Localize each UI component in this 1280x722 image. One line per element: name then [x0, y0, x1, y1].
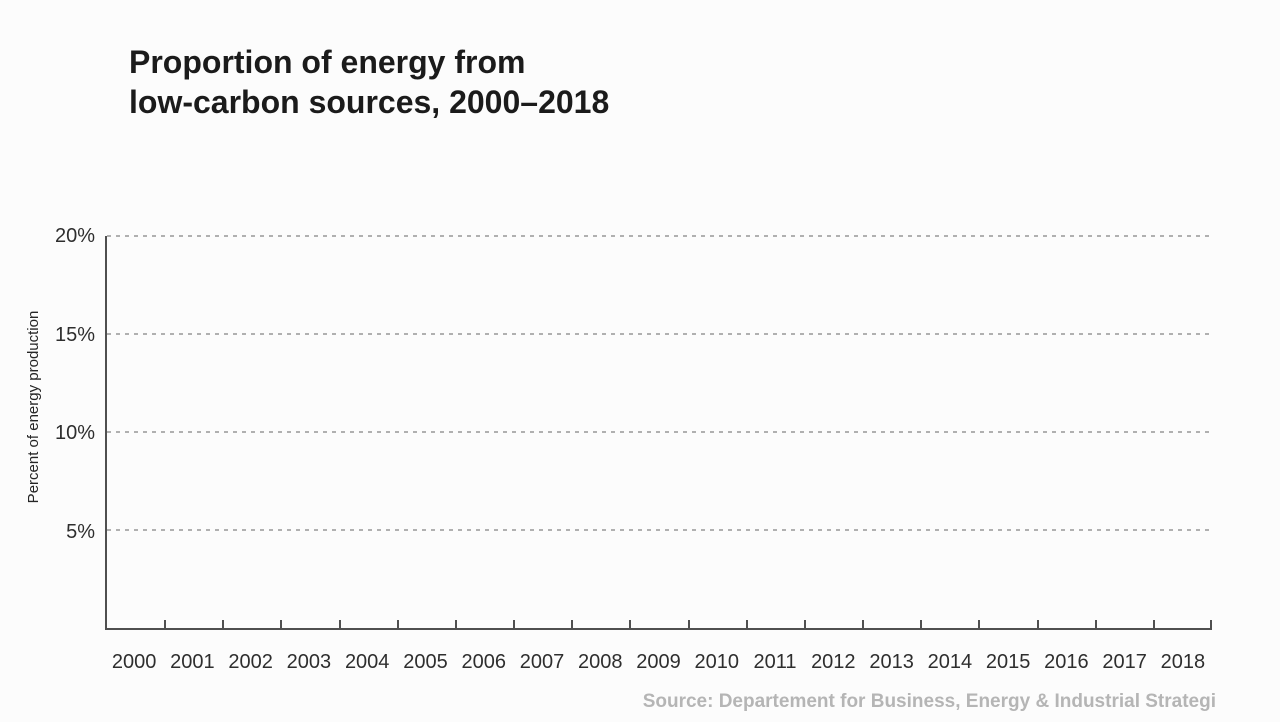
x-axis-tick-mark — [920, 620, 923, 628]
x-axis-tick-mark — [629, 620, 632, 628]
chart-title: Proportion of energy from low-carbon sou… — [129, 42, 609, 122]
x-tick-label-2006: 2006 — [461, 651, 506, 673]
x-tick-label-2018: 2018 — [1160, 651, 1206, 673]
y-tick-label-20%: 20% — [54, 225, 95, 247]
chart-title-line-2: low-carbon sources, 2000–2018 — [129, 84, 610, 120]
x-axis-tick-mark — [222, 620, 225, 628]
y-tick-label-10%: 10% — [54, 422, 95, 444]
x-axis-tick-mark — [571, 620, 574, 628]
x-tick-label-2009: 2009 — [636, 651, 681, 673]
x-tick-label-2000: 2000 — [111, 651, 157, 673]
x-tick-label-2005: 2005 — [403, 651, 448, 673]
y-tick-label-15%: 15% — [54, 323, 95, 346]
x-axis-tick-mark — [978, 620, 981, 628]
x-axis-tick-mark — [1036, 620, 1039, 628]
x-tick-label-2011: 2011 — [753, 651, 797, 673]
y-tick-label-5%: 5% — [66, 520, 95, 543]
x-axis-tick-mark — [164, 620, 167, 628]
x-axis-tick-mark — [862, 620, 865, 628]
x-tick-label-2014: 2014 — [927, 651, 973, 673]
x-axis-tick-mark — [105, 620, 107, 628]
x-axis-tick-mark — [396, 620, 399, 628]
x-axis-tick-mark — [513, 620, 516, 628]
x-tick-label-2010: 2010 — [694, 651, 740, 673]
plot-area — [105, 235, 1212, 630]
x-tick-label-2008: 2008 — [578, 651, 623, 673]
source-attribution: Source: Departement for Business, Energy… — [642, 691, 1216, 712]
gridline-20% — [107, 235, 1212, 237]
x-tick-label-2013: 2013 — [869, 651, 914, 673]
gridline-10% — [107, 431, 1212, 433]
x-axis-tick-mark — [1210, 620, 1212, 628]
x-tick-label-2017: 2017 — [1102, 651, 1147, 673]
chart-title-line-1: Proportion of energy from — [129, 44, 526, 80]
x-axis-tick-mark — [687, 620, 690, 628]
gridline-15% — [107, 333, 1212, 335]
gridline-5% — [107, 529, 1212, 531]
y-axis-tick-labels: 20% 15% 10% 5% — [0, 225, 95, 630]
x-tick-label-2004: 2004 — [344, 651, 390, 673]
x-axis-tick-mark — [454, 620, 457, 628]
x-tick-label-2016: 2016 — [1044, 651, 1089, 673]
x-axis-tick-mark — [280, 620, 283, 628]
x-tick-label-2012: 2012 — [811, 651, 856, 673]
x-tick-label-2001: 2001 — [170, 651, 215, 673]
x-tick-label-2015: 2015 — [985, 651, 1031, 673]
x-axis-tick-labels: 2000 2001 2002 2003 2004 2005 2006 2007 2008 2009… — [105, 650, 1212, 674]
x-axis-tick-mark — [803, 620, 806, 628]
x-axis-tick-mark — [1152, 620, 1155, 628]
x-axis-tick-mark — [745, 620, 748, 628]
x-axis-tick-mark — [338, 620, 341, 628]
x-tick-label-2002: 2002 — [228, 651, 273, 673]
x-tick-label-2007: 2007 — [519, 651, 565, 673]
x-axis-tick-mark — [1094, 620, 1097, 628]
x-tick-label-2003: 2003 — [286, 651, 332, 673]
